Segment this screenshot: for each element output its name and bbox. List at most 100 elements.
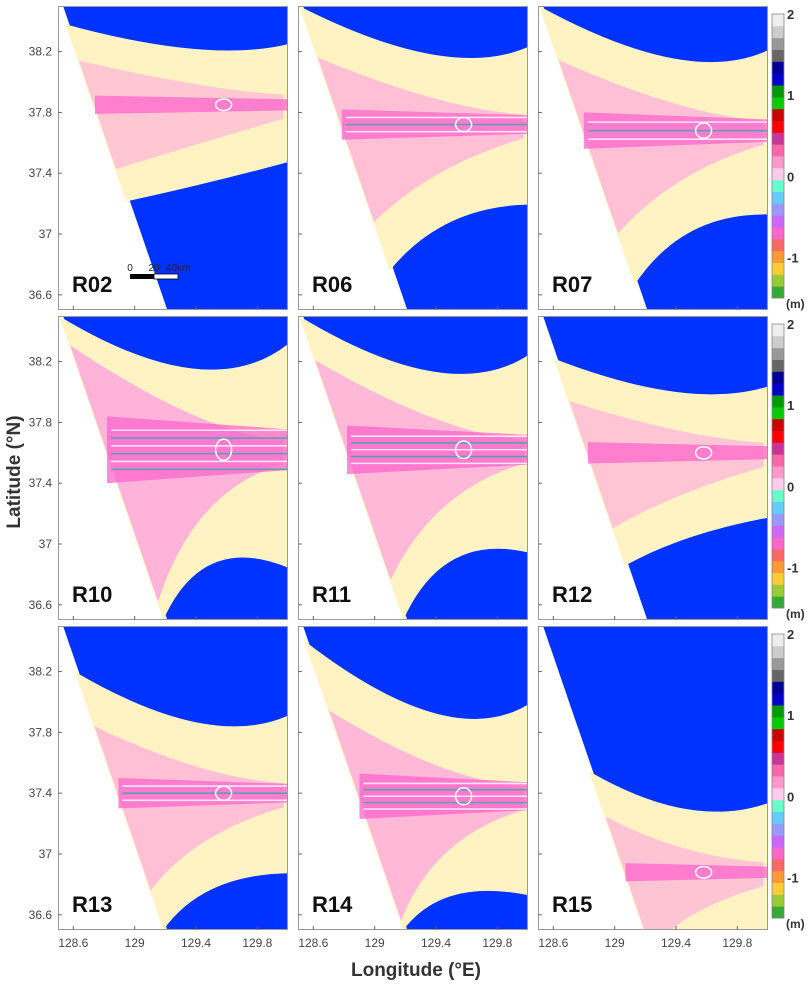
colorbar-swatch (772, 501, 784, 514)
y-tick-label: 37.8 (29, 105, 53, 119)
colorbar-swatch (772, 693, 784, 706)
colorbar-swatch (772, 477, 784, 491)
panel-frame (298, 6, 528, 310)
x-tick-label: 128.6 (298, 936, 328, 950)
source-marker (694, 865, 713, 879)
colorbar-swatch (772, 25, 784, 39)
colorbar-swatch (772, 740, 784, 753)
colorbar-swatch (772, 73, 784, 86)
colorbar-swatch (772, 894, 784, 907)
colorbar-swatch (772, 96, 784, 110)
y-tick-label: 36.6 (29, 908, 53, 922)
colorbar-tick-label: 0 (787, 789, 794, 804)
colorbar-tick-label: 0 (787, 479, 794, 494)
colorbar-swatch (772, 203, 784, 216)
colorbars-group: 2 1 0 -1 (m) 2 1 0 -1 (m) 2 1 0 -1 (m) (771, 7, 805, 931)
colorbar-swatch (772, 335, 784, 349)
colorbar-tick-label: 2 (787, 7, 794, 22)
impact-zone-pink (317, 57, 524, 222)
x-tick-label: 129.4 (661, 936, 691, 950)
impact-zone-pink (329, 710, 524, 921)
colorbar-swatch (772, 811, 784, 824)
x-tick-label: 129.8 (242, 936, 272, 950)
colorbar-swatch (772, 274, 784, 287)
y-tick-label: 37.4 (29, 786, 53, 800)
colorbar-swatch (772, 548, 784, 562)
y-tick-label: 37 (39, 847, 53, 861)
colorbar-tick-label: 1 (787, 398, 794, 413)
colorbar-swatch (772, 560, 784, 573)
panel-label: R07 (552, 272, 592, 297)
colorbar-tick-label: 0 (787, 169, 794, 184)
colorbar-swatch (772, 847, 784, 860)
panels-group: R02 R06 R07 R10 R11 R12 R13 R14 R15 0 20 40km (58, 6, 768, 930)
colorbar-swatch (772, 227, 784, 240)
x-tick-label: 128.6 (538, 936, 568, 950)
y-tick-label: 37.4 (29, 166, 53, 180)
wave-band (587, 442, 768, 464)
panel-r12: R12 (538, 316, 768, 620)
panel-r07: R07 (538, 6, 768, 310)
colorbar-swatch (772, 489, 784, 502)
panel-r10: R10 (58, 316, 288, 620)
y-tick-label: 36.6 (29, 288, 53, 302)
colorbar-swatch (772, 525, 784, 538)
panel-frame (538, 316, 768, 620)
colorbar-swatch (772, 776, 784, 789)
wave-band (625, 863, 768, 882)
scale-bar-label: 40km (166, 263, 190, 274)
colorbar-swatch (772, 669, 784, 682)
colorbar-swatch (772, 156, 784, 169)
colorbar-swatch (772, 858, 784, 872)
axes-group: 38.2 37.8 37.4 37 36.6 38.2 37.8 37.4 37 36.6 38.2… (29, 45, 753, 950)
colorbar-swatch (772, 572, 784, 585)
colorbar-swatch (772, 584, 784, 597)
colorbar-swatch (772, 787, 784, 801)
colorbar-swatch (772, 716, 784, 730)
panel-frame (58, 316, 288, 620)
panel-r06: R06 (298, 6, 528, 310)
y-tick-label: 37 (39, 227, 53, 241)
colorbar-tick-label: -1 (787, 560, 799, 575)
y-tick-label: 37.8 (29, 415, 53, 429)
colorbar-swatch (772, 764, 784, 777)
source-marker (454, 116, 473, 133)
colorbar-swatch (772, 108, 784, 121)
panel-frame (58, 6, 288, 310)
colorbar-swatch (772, 262, 784, 275)
colorbar-swatch (772, 120, 784, 133)
y-tick-label: 37 (39, 537, 53, 551)
colorbar-swatch (772, 144, 784, 157)
colorbar-swatch (772, 250, 784, 263)
colorbar-unit: (m) (786, 297, 805, 311)
colorbar-tick-label: 1 (787, 88, 794, 103)
source-marker (454, 786, 473, 806)
colorbar-swatch (772, 442, 784, 455)
panel-label: R10 (72, 582, 112, 607)
x-tick-label: 129.4 (181, 936, 211, 950)
impact-zone-pink (78, 60, 284, 170)
x-tick-label: 128.6 (58, 936, 88, 950)
colorbar-swatch (772, 49, 784, 62)
x-axis-title: Longitude (°E) (351, 960, 481, 981)
colorbar-tick-label: -1 (787, 870, 799, 885)
colorbar-swatch (772, 383, 784, 396)
colorbar-swatch (772, 179, 784, 192)
y-tick-label: 36.6 (29, 598, 53, 612)
source-marker (454, 440, 473, 460)
colorbar-tick-label: 2 (787, 627, 794, 642)
colorbar-swatch (772, 870, 784, 883)
colorbar-swatch (772, 215, 784, 228)
colorbar-swatch (772, 14, 784, 27)
panel-r15: R15 (538, 626, 768, 930)
colorbar-swatch (772, 430, 784, 443)
y-axis-title: Latitude (°N) (4, 415, 25, 528)
panel-r02: R02 (58, 6, 288, 310)
colorbar-swatch (772, 705, 784, 718)
colorbar-swatch (772, 537, 784, 550)
colorbar-swatch (772, 645, 784, 659)
panel-label: R15 (552, 892, 592, 917)
panel-r13: R13 (58, 626, 288, 930)
scale-bar-label: 20 (148, 263, 160, 274)
colorbar-swatch (772, 513, 784, 526)
